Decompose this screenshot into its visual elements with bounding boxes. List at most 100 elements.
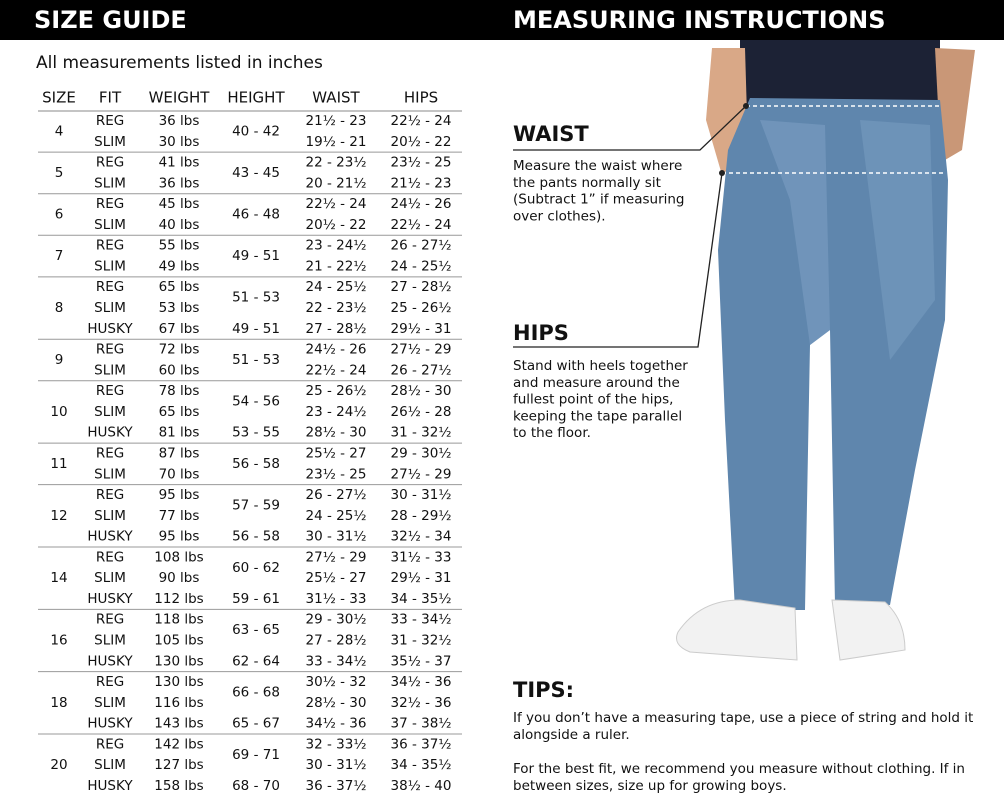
cell: 29 - 30½ (391, 445, 452, 461)
cell: REG (96, 487, 124, 503)
cell: 27 - 28½ (306, 321, 367, 337)
hips-text: to the floor. (513, 425, 591, 441)
size-cell: 9 (55, 352, 64, 368)
height-cell: 60 - 62 (232, 560, 280, 576)
hips-dot (719, 170, 725, 176)
cell: SLIM (94, 695, 126, 711)
cell: 26½ - 28 (391, 404, 452, 420)
hips-text: Stand with heels together (513, 358, 688, 374)
size-cell: 7 (55, 248, 64, 264)
size-cell: 18 (50, 695, 67, 711)
cell: 36 lbs (159, 175, 200, 191)
cell: 22 - 23½ (306, 300, 367, 316)
cell: 23 - 24½ (306, 404, 367, 420)
cell: 37 - 38½ (391, 716, 452, 732)
cell: 24 - 25½ (306, 508, 367, 524)
height-cell: 40 - 42 (232, 123, 280, 139)
cell: 142 lbs (154, 736, 203, 752)
measure-lines (722, 105, 945, 174)
cell: 36 - 37½ (306, 778, 367, 794)
waist-text: Measure the waist where (513, 158, 682, 174)
cell: SLIM (94, 570, 126, 586)
cell: 34½ - 36 (306, 716, 367, 732)
cell: 38½ - 40 (391, 778, 452, 794)
cell: 49 lbs (159, 258, 200, 274)
cell: 29½ - 31 (391, 321, 452, 337)
height-cell: 53 - 55 (232, 425, 280, 441)
cell: 29½ - 31 (391, 570, 452, 586)
waist-text: the pants normally sit (513, 175, 661, 191)
cell: 53 lbs (159, 300, 200, 316)
cell: 31½ - 33 (306, 591, 367, 607)
cell: 24 - 25½ (306, 279, 367, 295)
cell: HUSKY (87, 778, 133, 794)
cell: 70 lbs (159, 466, 200, 482)
tips-text: between sizes, size up for growing boys. (513, 778, 787, 794)
right-title: MEASURING INSTRUCTIONS (513, 6, 886, 34)
height-cell: 63 - 65 (232, 622, 280, 638)
cell: 95 lbs (159, 529, 200, 545)
table-note: All measurements listed in inches (36, 53, 323, 73)
cell: 36 - 37½ (391, 736, 452, 752)
cell: 143 lbs (154, 716, 203, 732)
cell: 36 lbs (159, 113, 200, 129)
cell: 25½ - 27 (306, 445, 367, 461)
tips-heading: TIPS: (513, 678, 574, 702)
height-cell: 54 - 56 (232, 394, 280, 410)
cell: 24 - 25½ (391, 258, 452, 274)
waist-heading: WAIST (513, 122, 589, 146)
tips-text: For the best fit, we recommend you measu… (513, 761, 965, 777)
cell: 20½ - 22 (391, 134, 452, 150)
column-header: WAIST (312, 89, 360, 107)
height-cell: 51 - 53 (232, 290, 280, 306)
height-cell: 56 - 58 (232, 529, 280, 545)
cell: 31 - 32½ (391, 633, 452, 649)
cell: 116 lbs (154, 695, 203, 711)
cell: 34½ - 36 (391, 674, 452, 690)
cell: 30 - 31½ (306, 529, 367, 545)
cell: REG (96, 674, 124, 690)
cell: 27 - 28½ (306, 633, 367, 649)
cell: 158 lbs (154, 778, 203, 794)
cell: 22½ - 24 (391, 217, 452, 233)
cell: 78 lbs (159, 383, 200, 399)
cell: 26 - 27½ (306, 487, 367, 503)
cell: 19½ - 21 (306, 134, 367, 150)
height-cell: 59 - 61 (232, 591, 280, 607)
height-cell: 62 - 64 (232, 653, 280, 669)
hips-heading: HIPS (513, 321, 569, 345)
cell: 20 - 21½ (306, 175, 367, 191)
size-cell: 12 (50, 508, 67, 524)
cell: REG (96, 279, 124, 295)
cell: 23½ - 25 (391, 155, 452, 171)
cell: HUSKY (87, 321, 133, 337)
height-cell: 49 - 51 (232, 248, 280, 264)
cell: 60 lbs (159, 362, 200, 378)
cell: SLIM (94, 633, 126, 649)
cell: 22½ - 24 (306, 196, 367, 212)
cell: 26 - 27½ (391, 238, 452, 254)
height-cell: 49 - 51 (232, 321, 280, 337)
cell: 25 - 26½ (391, 300, 452, 316)
cell: REG (96, 445, 124, 461)
cell: 28½ - 30 (391, 383, 452, 399)
cell: SLIM (94, 466, 126, 482)
waist-text: over clothes). (513, 208, 606, 224)
cell: 130 lbs (154, 653, 203, 669)
cell: 33 - 34½ (391, 612, 452, 628)
cell: 28½ - 30 (306, 695, 367, 711)
cell: HUSKY (87, 529, 133, 545)
cell: 30 - 31½ (306, 757, 367, 773)
cell: 26 - 27½ (391, 362, 452, 378)
cell: SLIM (94, 508, 126, 524)
column-header: HEIGHT (227, 89, 285, 107)
cell: 33 - 34½ (306, 653, 367, 669)
cell: 25½ - 27 (306, 570, 367, 586)
cell: 22½ - 24 (391, 113, 452, 129)
cell: SLIM (94, 757, 126, 773)
cell: REG (96, 196, 124, 212)
cell: 90 lbs (159, 570, 200, 586)
cell: HUSKY (87, 425, 133, 441)
cell: 27½ - 29 (391, 342, 452, 358)
cell: 72 lbs (159, 342, 200, 358)
